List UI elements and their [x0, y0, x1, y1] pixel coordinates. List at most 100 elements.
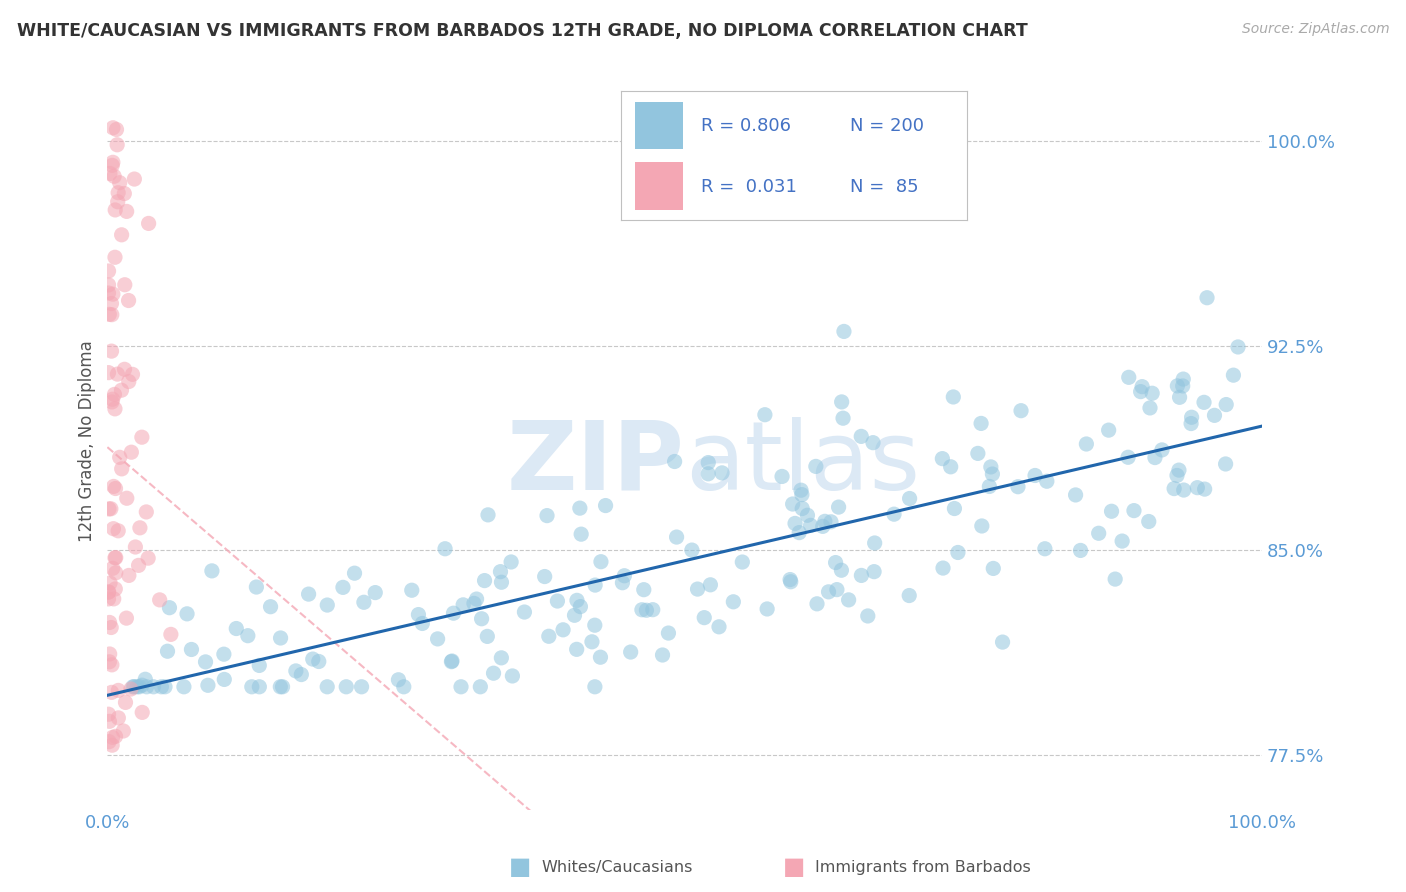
Point [991, 635, 1014, 649]
Point [851, 568, 873, 582]
Point [97, 277, 120, 292]
Point [245, 580, 267, 594]
Point [173, 680, 195, 694]
Point [657, 626, 679, 640]
Point [125, 680, 148, 694]
Point [863, 536, 886, 550]
Point [156, 644, 179, 658]
Point [1098, 423, 1121, 437]
Point [981, 467, 1004, 481]
Point [1130, 379, 1153, 393]
Point [440, 654, 463, 668]
Point [537, 629, 560, 643]
Point [98, 655, 121, 669]
Point [731, 555, 754, 569]
Point [97, 264, 120, 278]
Point [1024, 468, 1046, 483]
Point [830, 563, 852, 577]
Point [101, 158, 124, 172]
Point [583, 618, 606, 632]
Point [343, 566, 366, 581]
Point [122, 680, 145, 694]
Text: ■: ■ [509, 855, 531, 879]
Point [806, 597, 828, 611]
Point [970, 519, 993, 533]
Point [641, 603, 664, 617]
Point [1215, 457, 1237, 471]
Point [1101, 504, 1123, 518]
Point [131, 430, 153, 444]
Point [301, 652, 323, 666]
Point [387, 673, 409, 687]
Point [142, 680, 165, 694]
Point [121, 368, 143, 382]
Point [1173, 483, 1195, 497]
Point [564, 608, 586, 623]
Point [150, 680, 173, 694]
Point [546, 594, 568, 608]
Point [939, 459, 962, 474]
Point [946, 545, 969, 559]
Point [100, 344, 122, 359]
Point [693, 610, 716, 624]
Point [104, 401, 127, 416]
Point [259, 599, 281, 614]
Point [1143, 450, 1166, 465]
Point [533, 569, 555, 583]
Point [98, 166, 121, 180]
Point [214, 673, 236, 687]
Point [707, 620, 730, 634]
Point [269, 680, 291, 694]
Point [1192, 395, 1215, 409]
Point [240, 680, 263, 694]
Point [832, 325, 855, 339]
Point [463, 596, 485, 610]
Point [98, 576, 121, 591]
Point [107, 194, 129, 209]
Point [1168, 390, 1191, 404]
Point [1033, 541, 1056, 556]
Point [814, 514, 837, 528]
Point [114, 362, 136, 376]
Point [426, 632, 449, 646]
Point [135, 505, 157, 519]
Point [194, 655, 217, 669]
Point [104, 729, 127, 743]
Point [631, 603, 654, 617]
Point [931, 451, 953, 466]
Point [1181, 410, 1204, 425]
Point [1010, 403, 1032, 417]
Point [711, 466, 734, 480]
Point [108, 450, 131, 465]
Text: atlas: atlas [685, 417, 920, 510]
Point [804, 459, 827, 474]
Point [565, 593, 588, 607]
Point [107, 367, 129, 381]
Point [104, 250, 127, 264]
Point [1227, 340, 1250, 354]
Point [134, 673, 156, 687]
Point [98, 615, 121, 630]
Point [97, 285, 120, 300]
Text: WHITE/CAUCASIAN VS IMMIGRANTS FROM BARBADOS 12TH GRADE, NO DIPLOMA CORRELATION C: WHITE/CAUCASIAN VS IMMIGRANTS FROM BARBA… [17, 22, 1028, 40]
Point [176, 607, 198, 621]
Point [138, 216, 160, 230]
Point [107, 524, 129, 538]
Point [160, 627, 183, 641]
Point [100, 296, 122, 310]
Point [796, 508, 818, 523]
Point [568, 501, 591, 516]
Point [471, 612, 494, 626]
Point [104, 482, 127, 496]
Point [129, 521, 152, 535]
Point [1036, 475, 1059, 489]
Point [783, 516, 806, 531]
Point [1194, 482, 1216, 496]
Point [103, 591, 125, 606]
Point [1171, 379, 1194, 393]
Point [103, 169, 125, 184]
Y-axis label: 12th Grade, No Diploma: 12th Grade, No Diploma [79, 341, 96, 542]
Point [981, 561, 1004, 575]
Point [856, 609, 879, 624]
Point [1116, 450, 1139, 465]
